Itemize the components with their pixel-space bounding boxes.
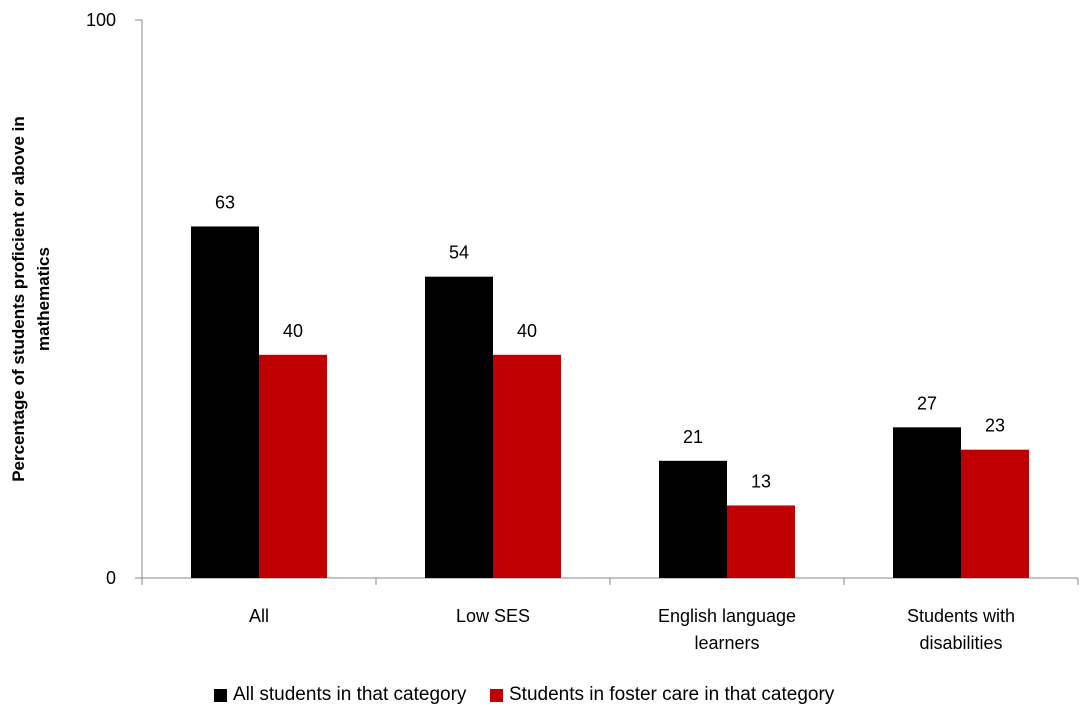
legend-swatch-all-students [214, 688, 227, 702]
data-label: 54 [449, 243, 469, 263]
legend-label-foster-care: Students in foster care in that category [509, 684, 835, 705]
y-tick-label: 0 [106, 568, 116, 588]
bar [493, 354, 561, 578]
category-label: All [249, 606, 269, 626]
y-ticks: 0 100 [86, 10, 142, 588]
legend: All students in that category Students i… [0, 684, 1083, 712]
category-label: learners [694, 633, 759, 653]
bars [191, 226, 1029, 578]
data-label: 40 [283, 321, 303, 341]
legend-label-all-students: All students in that category [233, 684, 467, 705]
data-label: 40 [517, 321, 537, 341]
data-label: 13 [751, 471, 771, 491]
data-label: 23 [985, 416, 1005, 436]
bar [659, 460, 727, 578]
y-tick-label: 100 [86, 10, 116, 30]
category-label: disabilities [919, 633, 1002, 653]
legend-item-foster-care: Students in foster care in that category [490, 684, 834, 706]
data-labels: 63 40 54 40 21 13 27 23 [215, 192, 1005, 491]
bar [425, 276, 493, 578]
category-label: Low SES [456, 606, 530, 626]
bar [961, 449, 1029, 578]
bar-chart: Percentage of students proficient or abo… [9, 10, 1079, 653]
y-axis-title-line: mathematics [34, 247, 53, 351]
bar [259, 354, 327, 578]
bar [727, 505, 795, 578]
data-label: 21 [683, 427, 703, 447]
legend-swatch-foster-care [490, 688, 503, 702]
category-label: English language [658, 606, 796, 626]
data-label: 27 [917, 393, 937, 413]
category-label: Students with [907, 606, 1015, 626]
bar [191, 226, 259, 578]
bar [893, 427, 961, 578]
category-labels: All Low SES English language learners Studen… [249, 606, 1015, 653]
y-axis-title-line: Percentage of students proficient or abo… [9, 116, 28, 482]
legend-item-all-students: All students in that category [214, 684, 466, 706]
y-axis-title: Percentage of students proficient or abo… [9, 116, 53, 482]
data-label: 63 [215, 192, 235, 212]
